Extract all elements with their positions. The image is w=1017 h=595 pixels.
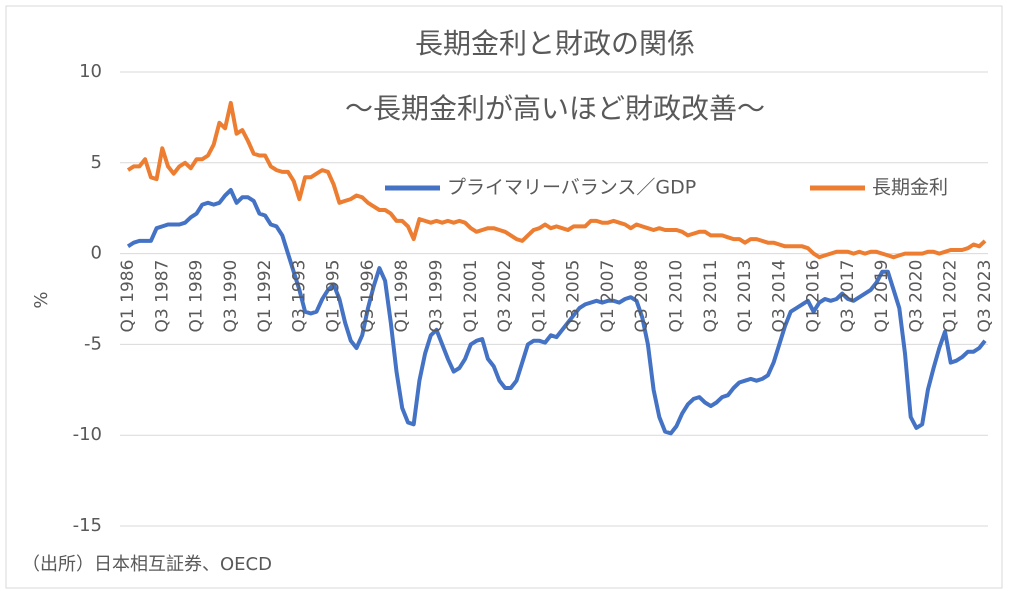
x-tick-label: Q1 2007: [598, 260, 618, 333]
x-tick-label: Q3 2008: [632, 260, 652, 333]
x-tick-label: Q1 1995: [324, 260, 344, 333]
x-tick-label: Q3 2005: [564, 260, 584, 333]
series-line: [126, 188, 987, 436]
y-tick-label: -15: [73, 515, 102, 536]
x-tick-label: Q3 1990: [221, 260, 241, 333]
chart-title: 長期金利と財政の関係: [415, 27, 695, 60]
x-tick-label: Q1 2019: [872, 260, 892, 333]
source-note: （出所）日本相互証券、OECD: [22, 554, 272, 575]
chart-subtitle: ～長期金利が高いほど財政改善～: [345, 92, 765, 125]
x-tick-label: Q3 1996: [358, 260, 378, 333]
x-tick-label: Q1 2022: [941, 260, 961, 333]
x-tick-label: Q1 1986: [118, 260, 138, 333]
x-tick-label: Q1 2001: [461, 260, 481, 333]
x-tick-label: Q3 1999: [427, 260, 447, 333]
x-tick-label: Q1 2004: [529, 260, 549, 333]
legend-label: 長期金利: [872, 177, 948, 199]
x-tick-label: Q3 2023: [975, 260, 995, 333]
y-tick-label: 0: [91, 243, 102, 264]
y-tick-label: 5: [91, 152, 102, 173]
x-tick-label: Q1 2013: [735, 260, 755, 333]
x-tick-label: Q3 2014: [769, 260, 789, 333]
series-line: [126, 100, 987, 260]
x-tick-label: Q3 2002: [495, 260, 515, 333]
x-tick-label: Q3 2017: [838, 260, 858, 333]
x-tick-label: Q3 2011: [701, 260, 721, 333]
x-tick-label: Q1 1998: [392, 260, 412, 333]
x-tick-label: Q1 2010: [666, 260, 686, 333]
x-tick-label: Q1 1989: [187, 260, 207, 333]
x-tick-label: Q1 1992: [255, 260, 275, 333]
x-tick-label: Q3 1993: [289, 260, 309, 333]
y-tick-label: 10: [79, 61, 102, 82]
y-tick-label: -10: [73, 424, 102, 445]
y-tick-label: -5: [84, 333, 102, 354]
y-axis-label: %: [31, 291, 52, 308]
x-tick-label: Q1 2016: [804, 260, 824, 333]
legend-label: プライマリーバランス／GDP: [447, 177, 696, 199]
x-tick-label: Q3 1987: [152, 260, 172, 333]
x-tick-label: Q3 2020: [906, 260, 926, 333]
